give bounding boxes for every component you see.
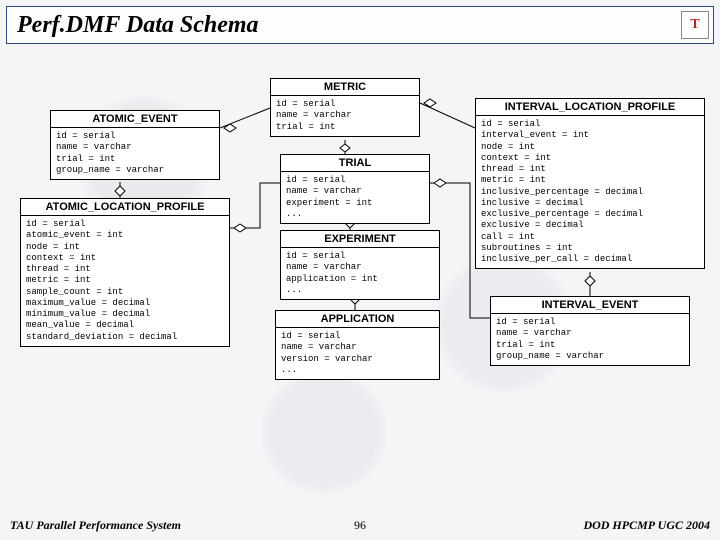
entity-fields: id = serial name = varchar trial = int g… [51,128,219,179]
entity-fields: id = serial name = varchar trial = int [271,96,419,136]
entity-fields: id = serial interval_event = int node = … [476,116,704,268]
entity-fields: id = serial name = varchar trial = int g… [491,314,689,365]
entity-title: METRIC [271,79,419,96]
entity-fields: id = serial name = varchar experiment = … [281,172,429,223]
entity-title: INTERVAL_EVENT [491,297,689,314]
footer-page-number: 96 [354,518,366,533]
entity-title: TRIAL [281,155,429,172]
entity-title: INTERVAL_LOCATION_PROFILE [476,99,704,116]
footer: TAU Parallel Performance System 96 DOD H… [0,516,720,534]
entity-title: ATOMIC_LOCATION_PROFILE [21,199,229,216]
entity-experiment: EXPERIMENT id = serial name = varchar ap… [280,230,440,300]
entity-atomic-location-profile: ATOMIC_LOCATION_PROFILE id = serial atom… [20,198,230,347]
page-title: Perf.DMF Data Schema [17,12,259,39]
entity-trial: TRIAL id = serial name = varchar experim… [280,154,430,224]
footer-right: DOD HPCMP UGC 2004 [583,518,710,533]
logo-icon: T [681,11,709,39]
entity-title: ATOMIC_EVENT [51,111,219,128]
schema-canvas: METRIC id = serial name = varchar trial … [0,48,720,518]
entity-application: APPLICATION id = serial name = varchar v… [275,310,440,380]
entity-metric: METRIC id = serial name = varchar trial … [270,78,420,137]
entity-title: APPLICATION [276,311,439,328]
entity-interval-event: INTERVAL_EVENT id = serial name = varcha… [490,296,690,366]
entity-interval-location-profile: INTERVAL_LOCATION_PROFILE id = serial in… [475,98,705,269]
entity-fields: id = serial name = varchar version = var… [276,328,439,379]
title-bar: Perf.DMF Data Schema T [6,6,714,44]
entity-title: EXPERIMENT [281,231,439,248]
entity-fields: id = serial atomic_event = int node = in… [21,216,229,346]
footer-left: TAU Parallel Performance System [10,518,181,533]
entity-fields: id = serial name = varchar application =… [281,248,439,299]
entity-atomic-event: ATOMIC_EVENT id = serial name = varchar … [50,110,220,180]
